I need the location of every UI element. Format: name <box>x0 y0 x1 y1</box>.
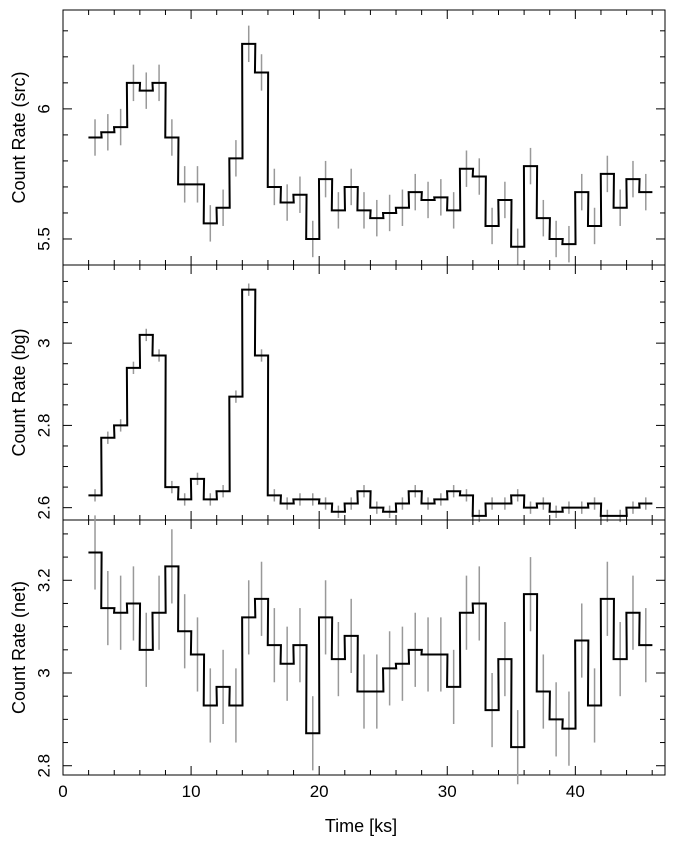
y-tick-label: 6 <box>34 104 53 113</box>
x-tick-label: 10 <box>182 782 201 801</box>
y-tick-label: 2.6 <box>34 496 53 520</box>
x-axis-label: Time [ks] <box>325 816 397 836</box>
y-tick-label: 2.8 <box>34 754 53 778</box>
x-tick-label: 30 <box>438 782 457 801</box>
y-tick-label: 3.2 <box>34 568 53 592</box>
y-axis-label: Count Rate (src) <box>9 71 29 203</box>
plot-frame <box>62 519 666 776</box>
light-curve-step <box>88 288 653 517</box>
x-tick-label: 0 <box>58 782 67 801</box>
y-tick-label: 3 <box>34 338 53 347</box>
y-tick-label: 2.8 <box>34 414 53 438</box>
x-tick-label: 40 <box>566 782 585 801</box>
plot-frame <box>62 264 666 521</box>
panel-net-count-rate: 2.8 3 3.2 Count Rate (net) 0 10 20 30 40 <box>9 515 666 801</box>
y-axis-label: Count Rate (bg) <box>9 328 29 456</box>
y-axis-label: Count Rate (net) <box>9 581 29 714</box>
y-tick-label: 3 <box>34 668 53 677</box>
panel-src-count-rate: 5.5 6 Count Rate (src) <box>9 9 666 266</box>
panel-bg-count-rate: 2.6 2.8 3 Count Rate (bg) <box>9 264 666 523</box>
light-curve-step <box>88 42 653 248</box>
x-tick-label: 20 <box>310 782 329 801</box>
light-curve-step <box>88 551 653 749</box>
y-tick-label: 5.5 <box>34 227 53 251</box>
